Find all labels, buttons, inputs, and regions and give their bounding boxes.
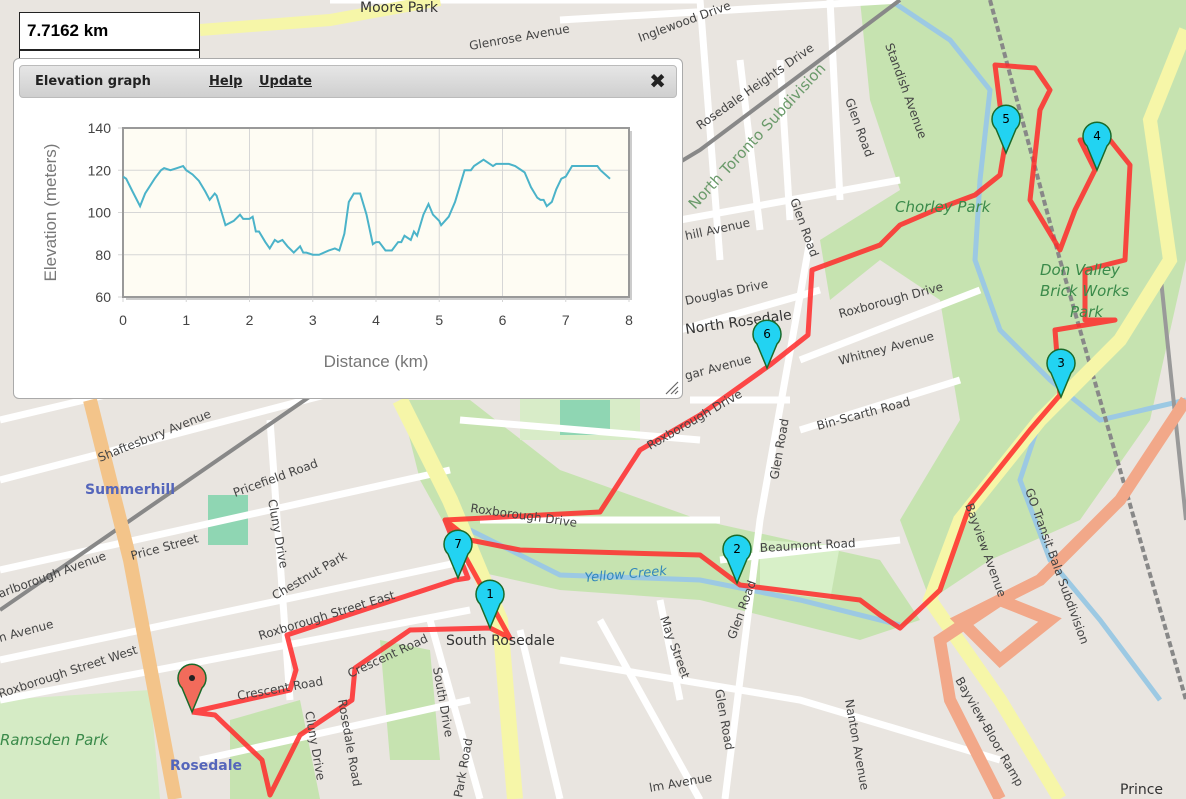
close-x-icon[interactable]: ✖ — [649, 69, 666, 93]
panel-title: Elevation graph — [35, 74, 151, 89]
creeks — [468, 0, 1186, 702]
x-tick-label: 2 — [246, 312, 254, 328]
map-label: Summerhill — [85, 482, 175, 498]
map-label: Rosedale — [170, 758, 242, 774]
map-label: Chorley Park — [895, 198, 992, 216]
waypoint-marker-6[interactable]: 6 — [752, 319, 782, 370]
x-tick-label: 3 — [309, 312, 317, 328]
marker-label: 5 — [1002, 112, 1010, 126]
y-tick-label: 140 — [88, 120, 112, 136]
map-label: Glen Road — [842, 96, 876, 159]
x-tick-label: 1 — [182, 312, 190, 328]
map-label: gar Avenue — [683, 352, 753, 383]
marker-label: 4 — [1093, 129, 1101, 143]
waypoint-marker-2[interactable]: 2 — [722, 534, 752, 585]
y-axis-label: Elevation (meters) — [41, 144, 60, 282]
start-marker-icon[interactable] — [177, 663, 207, 714]
map-label: Glen Road — [787, 196, 821, 259]
x-tick-label: 5 — [435, 312, 443, 328]
residential-roads — [0, 0, 1002, 799]
map-label: Don Valley Brick Works Park — [1040, 261, 1129, 321]
x-axis-label: Distance (km) — [324, 352, 429, 371]
waypoint-marker-1[interactable]: 1 — [475, 579, 505, 630]
marker-label: 1 — [486, 587, 494, 601]
route-markers: 1 2 3 4 5 6 7 — [177, 104, 1112, 714]
elevation-graph-panel: Elevation graph Help Update ✖ 0 1 2 3 4 5 6 7 8 6… — [13, 58, 683, 399]
y-tick-label: 120 — [88, 162, 112, 178]
map-label: Whitney Avenue — [837, 329, 935, 368]
map-label: n Avenue — [0, 617, 55, 645]
marker-label: 7 — [454, 537, 462, 551]
map-label: South Rosedale — [446, 633, 555, 649]
help-link[interactable]: Help — [209, 74, 243, 89]
x-tick-label: 7 — [562, 312, 570, 328]
waypoint-marker-7[interactable]: 7 — [443, 529, 473, 580]
map-label: Bin-Scarth Road — [815, 394, 912, 432]
y-tick-label: 80 — [95, 247, 111, 263]
map-label: Crescent Road — [236, 674, 324, 703]
distance-readout-extra — [19, 50, 200, 60]
y-tick-label: 100 — [88, 205, 112, 221]
map-label: Prince — [1120, 782, 1163, 798]
panel-header[interactable]: Elevation graph Help Update ✖ — [19, 65, 677, 98]
x-tick-label: 0 — [119, 312, 127, 328]
x-tick-label: 8 — [625, 312, 633, 328]
map-label: Moore Park — [360, 0, 439, 16]
elevation-series-line — [122, 158, 611, 256]
map-label: Shaftesbury Avenue — [96, 407, 213, 465]
waypoint-marker-5[interactable]: 5 — [991, 104, 1021, 155]
map-label: Ramsden Park — [0, 731, 109, 749]
x-tick-label: 4 — [372, 312, 380, 328]
resize-handle-icon[interactable] — [663, 379, 679, 395]
distance-readout: 7.7162 km — [19, 12, 200, 50]
map-label: Beaumont Road — [759, 536, 855, 555]
y-tick-label: 60 — [95, 289, 111, 305]
marker-label: 2 — [733, 542, 741, 556]
map-label: Glenrose Avenue — [468, 22, 571, 53]
map-label: lm Avenue — [648, 770, 713, 795]
update-link[interactable]: Update — [259, 74, 312, 89]
map-label: Nanton Avenue — [842, 698, 872, 791]
map-label: Roxborough Drive — [837, 280, 944, 321]
waypoint-marker-3[interactable]: 3 — [1046, 348, 1076, 399]
map-label: Inglewood Drive — [636, 0, 732, 45]
map-label: Rosedale Road — [335, 698, 364, 787]
waypoint-marker-4[interactable]: 4 — [1082, 121, 1112, 172]
map-label: Yellow Creek — [584, 564, 668, 586]
x-tick-label: 6 — [499, 312, 507, 328]
marker-label: 6 — [763, 327, 771, 341]
map-label: Douglas Drive — [684, 277, 770, 308]
marker-label: 3 — [1057, 356, 1065, 370]
elevation-chart: 0 1 2 3 4 5 6 7 8 60 80 100 120 140 Distance (km) Eleva… — [41, 120, 633, 371]
